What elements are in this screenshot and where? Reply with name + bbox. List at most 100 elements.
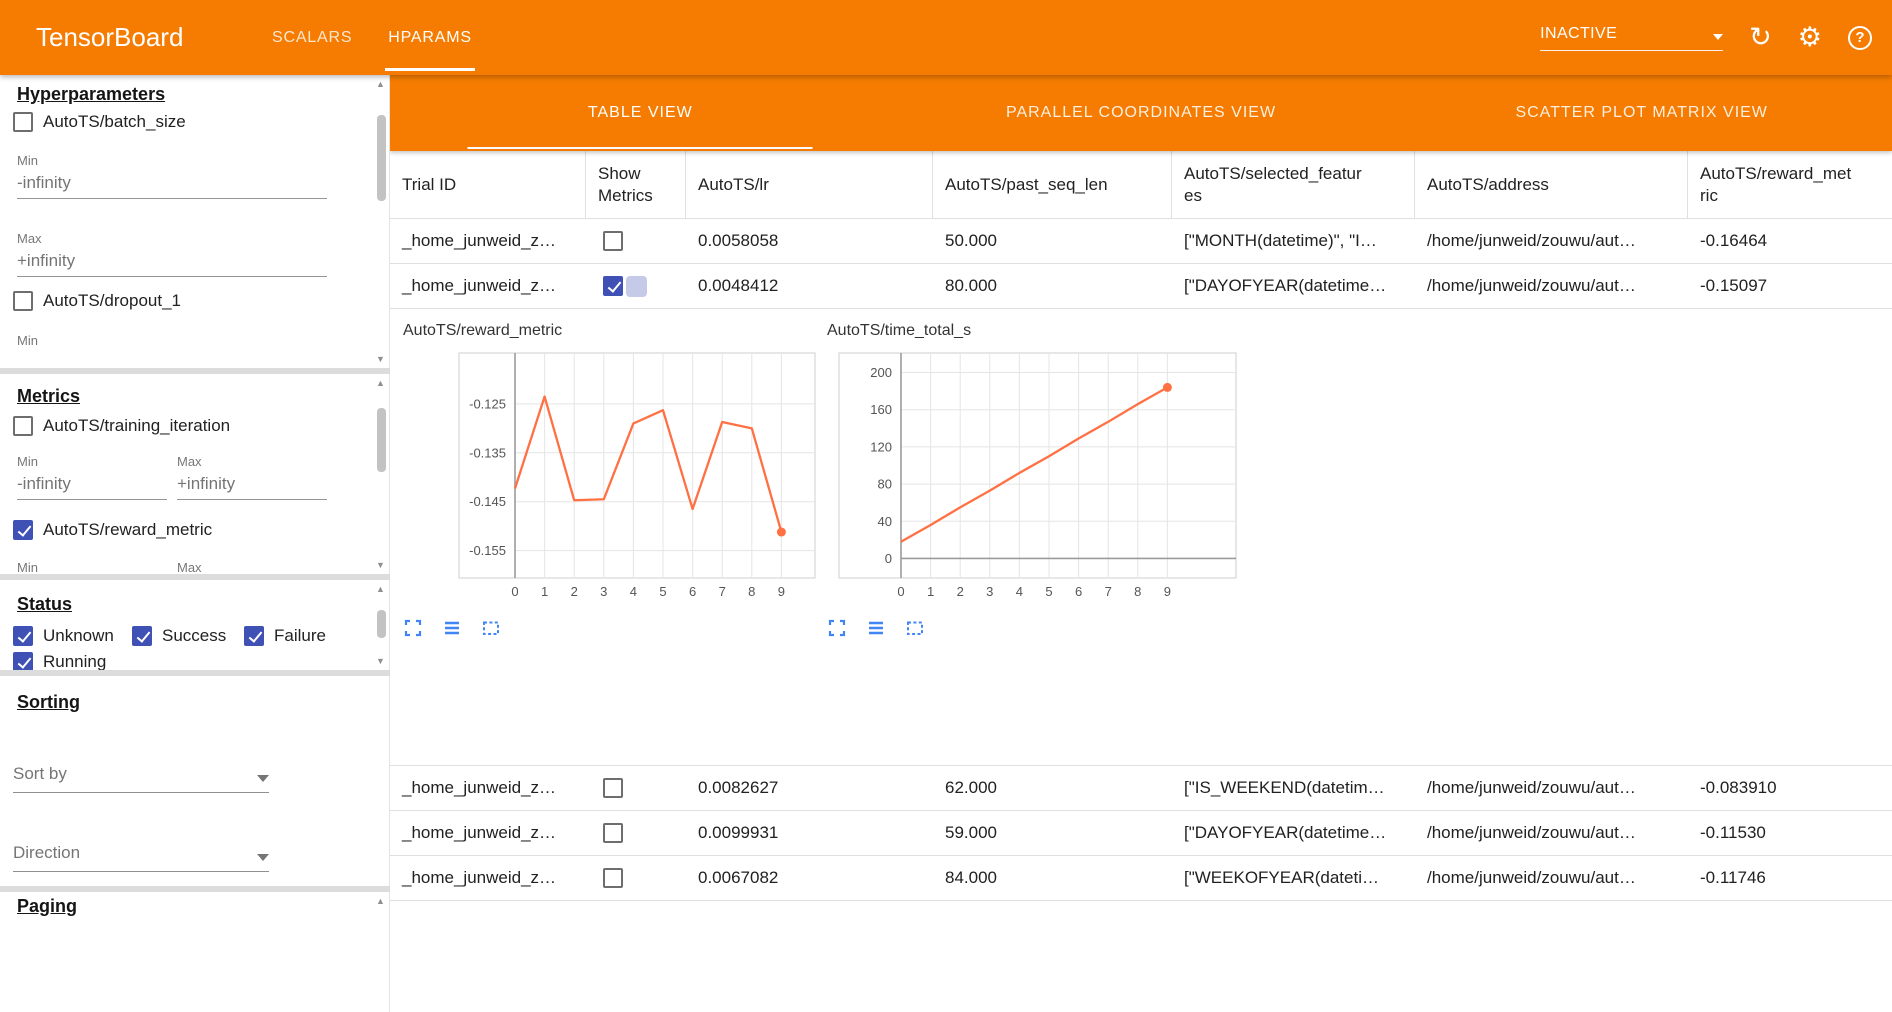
show-metrics-checkbox[interactable] xyxy=(603,823,623,843)
show-metrics-checkbox[interactable] xyxy=(603,276,623,296)
scrollbar-thumb[interactable] xyxy=(377,408,386,472)
fullscreen-icon[interactable] xyxy=(402,617,424,639)
x-tick-label: 0 xyxy=(511,584,518,599)
sort-by-dropdown-value: Sort by xyxy=(13,764,67,784)
status-failure-row[interactable]: Failure xyxy=(244,626,326,646)
scroll-up-icon[interactable]: ▲ xyxy=(376,79,385,89)
status-success-row[interactable]: Success xyxy=(132,626,226,646)
scrollbar[interactable]: ▲ xyxy=(375,896,388,1008)
past-seq-len-cell: 62.000 xyxy=(933,778,1172,798)
column-header-selected-features[interactable]: AutoTS/selected_features xyxy=(1172,151,1415,218)
status-running-row[interactable]: Running xyxy=(13,652,106,670)
expanded-metrics-panel: AutoTS/reward_metric -0.125-0.135-0.145-… xyxy=(390,309,1892,766)
x-tick-label: 9 xyxy=(778,584,785,599)
address-cell: /home/junweid/zouwu/aut… xyxy=(1415,868,1688,888)
hparam-batch-size-checkbox[interactable] xyxy=(13,112,33,132)
scrollbar[interactable]: ▲ ▼ xyxy=(375,79,388,364)
scrollbar-thumb[interactable] xyxy=(377,610,386,638)
hparam-dropout-label: AutoTS/dropout_1 xyxy=(43,291,181,311)
plot-border xyxy=(839,353,1236,578)
show-metrics-checkbox[interactable] xyxy=(603,231,623,251)
show-metrics-checkbox[interactable] xyxy=(603,778,623,798)
min-label: Min xyxy=(17,560,38,574)
y-tick-label: -0.145 xyxy=(469,494,506,509)
scroll-up-icon[interactable]: ▲ xyxy=(376,584,385,594)
lr-cell: 0.0048412 xyxy=(686,276,933,296)
metric-training-iteration-checkbox[interactable] xyxy=(13,416,33,436)
scroll-down-icon[interactable]: ▼ xyxy=(376,560,385,570)
x-tick-label: 3 xyxy=(600,584,607,599)
show-metrics-checkbox[interactable] xyxy=(603,868,623,888)
tab-scatter-plot-matrix-view[interactable]: SCATTER PLOT MATRIX VIEW xyxy=(1391,75,1892,151)
trial-id-cell: _home_junweid_z… xyxy=(390,276,586,296)
x-tick-label: 4 xyxy=(1016,584,1023,599)
reward-metric-cell: -0.11746 xyxy=(1688,868,1892,888)
chevron-down-icon xyxy=(257,775,269,782)
metric-reward-row[interactable]: AutoTS/reward_metric xyxy=(13,520,212,540)
column-header-trial-id[interactable]: Trial ID xyxy=(390,151,586,218)
scrollbar-thumb[interactable] xyxy=(377,115,386,201)
column-header-address[interactable]: AutoTS/address xyxy=(1415,151,1688,218)
x-tick-label: 4 xyxy=(630,584,637,599)
hparam-dropout-checkbox[interactable] xyxy=(13,291,33,311)
sorting-heading: Sorting xyxy=(17,692,80,713)
max-input[interactable]: +infinity xyxy=(17,251,327,277)
selection-icon[interactable] xyxy=(904,617,926,639)
list-icon[interactable] xyxy=(865,617,887,639)
help-icon[interactable]: ? xyxy=(1848,26,1872,50)
settings-icon[interactable]: ⚙ xyxy=(1798,24,1822,51)
reload-icon[interactable]: ↻ xyxy=(1749,24,1772,51)
list-icon[interactable] xyxy=(441,617,463,639)
status-dropdown[interactable]: INACTIVE xyxy=(1540,25,1723,51)
column-header-lr[interactable]: AutoTS/lr xyxy=(686,151,933,218)
tab-hparams[interactable]: HPARAMS xyxy=(370,0,490,75)
min-input[interactable]: -infinity xyxy=(17,474,167,500)
scrollbar[interactable]: ▲ ▼ xyxy=(375,584,388,666)
scroll-up-icon[interactable]: ▲ xyxy=(376,378,385,388)
column-header-past-seq-len[interactable]: AutoTS/past_seq_len xyxy=(933,151,1172,218)
scroll-down-icon[interactable]: ▼ xyxy=(376,354,385,364)
status-success-checkbox[interactable] xyxy=(132,626,152,646)
sort-by-dropdown[interactable]: Sort by xyxy=(13,764,269,793)
status-running-checkbox[interactable] xyxy=(13,652,33,670)
status-failure-checkbox[interactable] xyxy=(244,626,264,646)
hparam-dropout-row[interactable]: AutoTS/dropout_1 xyxy=(13,291,181,311)
reward-metric-cell: -0.083910 xyxy=(1688,778,1892,798)
column-header-show-metrics[interactable]: Show Metrics xyxy=(586,151,686,218)
selected-features-cell: ["DAYOFYEAR(datetime… xyxy=(1172,823,1415,843)
status-unknown-label: Unknown xyxy=(43,626,114,646)
status-success-label: Success xyxy=(162,626,226,646)
sidebar-section-paging: Paging ▲ xyxy=(0,892,390,1012)
scrollbar[interactable]: ▲ ▼ xyxy=(375,378,388,570)
selection-icon[interactable] xyxy=(480,617,502,639)
tab-parallel-coordinates-view[interactable]: PARALLEL COORDINATES VIEW xyxy=(891,75,1392,151)
metric-reward-checkbox[interactable] xyxy=(13,520,33,540)
max-input[interactable]: +infinity xyxy=(177,474,327,500)
chart-endpoint-dot xyxy=(1163,383,1172,392)
chart-title: AutoTS/reward_metric xyxy=(403,322,848,343)
direction-dropdown[interactable]: Direction xyxy=(13,843,269,872)
fullscreen-icon[interactable] xyxy=(826,617,848,639)
address-cell: /home/junweid/zouwu/aut… xyxy=(1415,276,1688,296)
status-unknown-checkbox[interactable] xyxy=(13,626,33,646)
column-header-reward-metric[interactable]: AutoTS/reward_metric xyxy=(1688,151,1892,218)
min-input[interactable]: -infinity xyxy=(17,173,327,199)
view-tab-strip: TABLE VIEW PARALLEL COORDINATES VIEW SCA… xyxy=(390,75,1892,151)
tab-table-view[interactable]: TABLE VIEW xyxy=(390,75,891,151)
metric-training-iteration-row[interactable]: AutoTS/training_iteration xyxy=(13,416,230,436)
reward-metric-cell: -0.16464 xyxy=(1688,231,1892,251)
scroll-down-icon[interactable]: ▼ xyxy=(376,656,385,666)
tab-scalars[interactable]: SCALARS xyxy=(254,0,370,75)
scroll-up-icon[interactable]: ▲ xyxy=(376,896,385,906)
hparam-batch-size-row[interactable]: AutoTS/batch_size xyxy=(13,112,186,132)
status-unknown-row[interactable]: Unknown xyxy=(13,626,114,646)
